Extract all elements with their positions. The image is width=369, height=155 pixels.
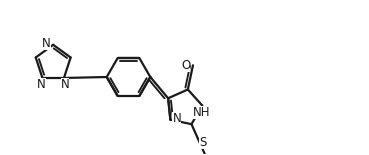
Text: NH: NH (193, 106, 210, 120)
Text: N: N (42, 37, 51, 50)
Text: N: N (37, 78, 46, 91)
Text: S: S (199, 136, 206, 149)
Text: N: N (61, 78, 69, 91)
Text: O: O (181, 59, 190, 72)
Text: N: N (172, 112, 181, 125)
